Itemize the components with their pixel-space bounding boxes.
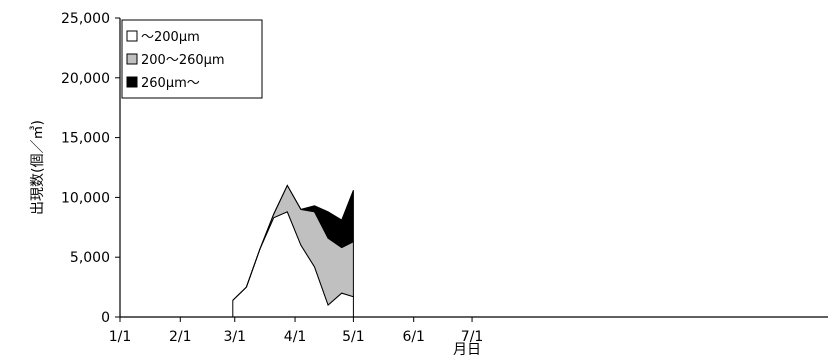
series-area-3 (232, 184, 354, 301)
chart-areas (232, 184, 354, 318)
legend-label: 200〜260μm (141, 53, 225, 68)
x-tick-label: 3/1 (223, 329, 246, 345)
y-tick-label: 5,000 (70, 250, 110, 266)
x-tick-label: 4/1 (284, 329, 307, 345)
legend-swatch (126, 30, 138, 42)
y-axis-title: 出現数(個／㎥) (30, 120, 46, 215)
y-tick-label: 20,000 (61, 71, 110, 87)
y-ticks: 0 5,000 10,000 15,000 20,000 25,000 (61, 11, 120, 326)
y-tick-label: 0 (101, 310, 110, 326)
legend-swatch (126, 53, 138, 65)
legend-label: 〜200μm (141, 30, 200, 45)
legend-label: 260μm〜 (141, 76, 200, 91)
x-tick-label: 5/1 (342, 329, 365, 345)
y-tick-label: 15,000 (61, 131, 110, 147)
x-tick-label: 1/1 (109, 329, 132, 345)
y-tick-label: 25,000 (61, 11, 110, 27)
x-tick-label: 6/1 (402, 329, 425, 345)
y-tick-label: 10,000 (61, 190, 110, 206)
legend-swatch (126, 76, 138, 88)
x-tick-label: 2/1 (169, 329, 192, 345)
x-ticks: 1/1 2/1 3/1 4/1 5/1 6/1 7/1 (109, 317, 484, 345)
x-tick-label: 7/1 (461, 329, 484, 345)
legend-box (121, 19, 263, 99)
x-axis-title: 月日 (453, 342, 481, 357)
legend: 〜200μm 200〜260μm 260μm〜 (121, 19, 263, 99)
